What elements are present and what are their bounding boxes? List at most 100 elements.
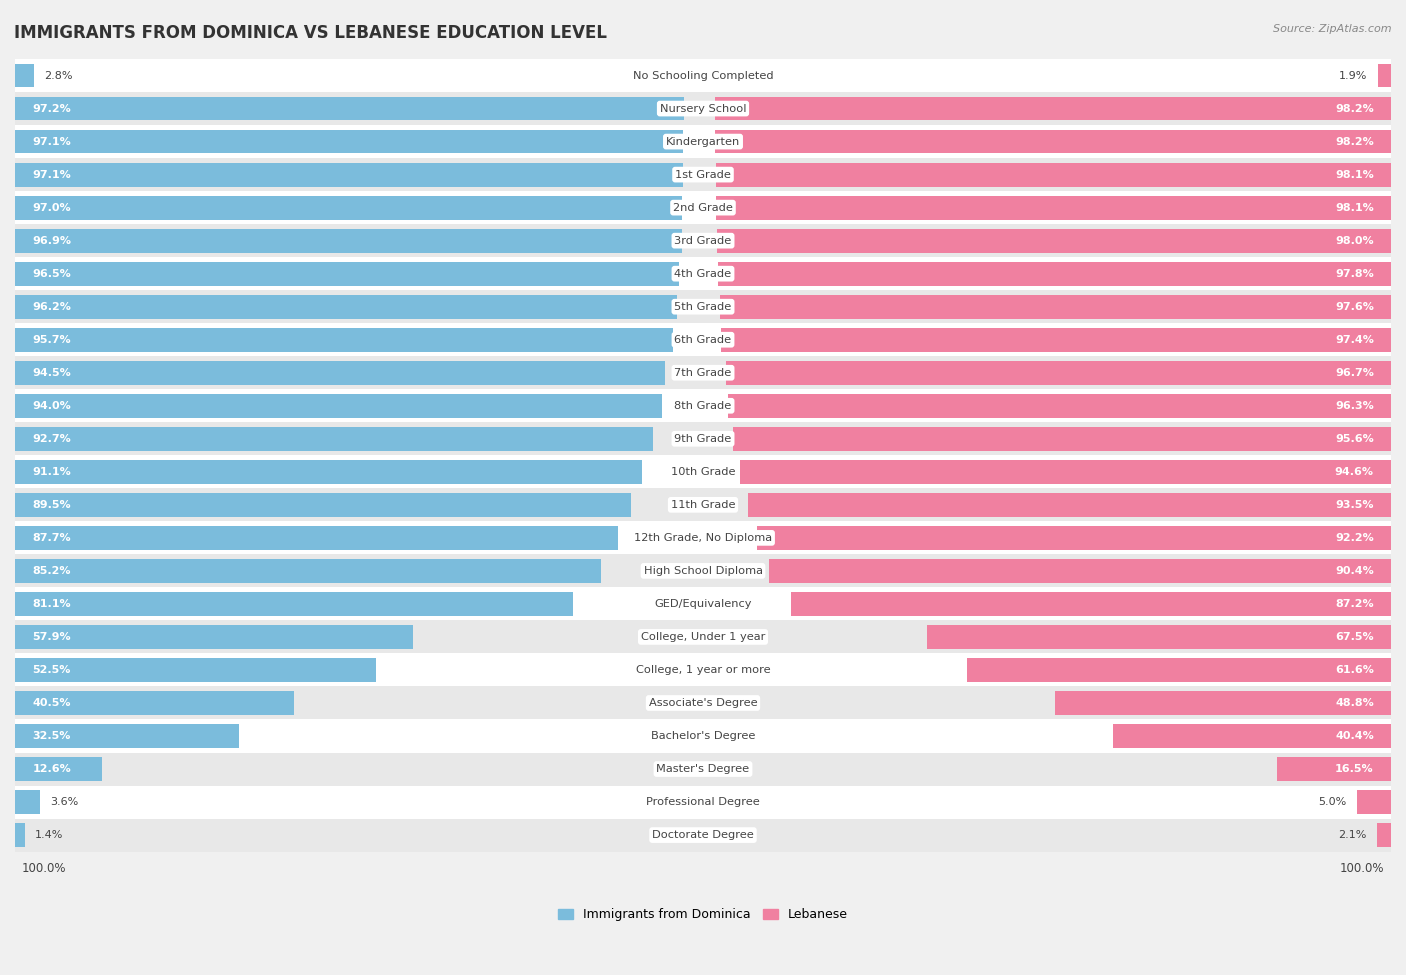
- Text: High School Diploma: High School Diploma: [644, 566, 762, 576]
- Bar: [15, 394, 662, 417]
- Text: 9th Grade: 9th Grade: [675, 434, 731, 444]
- Bar: [15, 294, 676, 319]
- Text: IMMIGRANTS FROM DOMINICA VS LEBANESE EDUCATION LEVEL: IMMIGRANTS FROM DOMINICA VS LEBANESE EDU…: [14, 24, 607, 42]
- Text: 2nd Grade: 2nd Grade: [673, 203, 733, 213]
- Text: 16.5%: 16.5%: [1336, 764, 1374, 774]
- Text: 12th Grade, No Diploma: 12th Grade, No Diploma: [634, 533, 772, 543]
- Bar: [15, 262, 679, 286]
- Bar: [769, 559, 1391, 583]
- Text: 3.6%: 3.6%: [51, 797, 79, 807]
- Text: 94.0%: 94.0%: [32, 401, 70, 410]
- Text: 40.5%: 40.5%: [32, 698, 70, 708]
- Bar: [15, 125, 1391, 158]
- Bar: [15, 196, 682, 219]
- Text: 92.7%: 92.7%: [32, 434, 70, 444]
- Bar: [1278, 758, 1391, 781]
- Text: 90.4%: 90.4%: [1336, 566, 1374, 576]
- Bar: [15, 224, 1391, 257]
- Text: 97.1%: 97.1%: [32, 136, 70, 146]
- Bar: [1357, 790, 1391, 814]
- Bar: [15, 422, 1391, 455]
- Bar: [716, 130, 1391, 153]
- Bar: [15, 790, 39, 814]
- Text: Source: ZipAtlas.com: Source: ZipAtlas.com: [1274, 24, 1392, 34]
- Text: No Schooling Completed: No Schooling Completed: [633, 70, 773, 81]
- Text: 89.5%: 89.5%: [32, 500, 70, 510]
- Text: 96.9%: 96.9%: [32, 236, 72, 246]
- Text: 95.7%: 95.7%: [32, 334, 70, 345]
- Bar: [15, 191, 1391, 224]
- Bar: [15, 559, 602, 583]
- Bar: [728, 394, 1391, 417]
- Bar: [756, 526, 1391, 550]
- Bar: [15, 163, 683, 186]
- Bar: [1056, 691, 1391, 715]
- Text: 11th Grade: 11th Grade: [671, 500, 735, 510]
- Text: 96.5%: 96.5%: [32, 269, 70, 279]
- Bar: [15, 625, 413, 648]
- Bar: [15, 522, 1391, 555]
- Text: 1.4%: 1.4%: [35, 830, 63, 840]
- Bar: [15, 691, 294, 715]
- Bar: [716, 196, 1391, 219]
- Text: 97.0%: 97.0%: [32, 203, 70, 213]
- Bar: [15, 658, 377, 682]
- Bar: [15, 526, 619, 550]
- Bar: [748, 493, 1391, 517]
- Bar: [15, 291, 1391, 324]
- Text: 97.1%: 97.1%: [32, 170, 70, 179]
- Bar: [792, 592, 1391, 616]
- Text: 4th Grade: 4th Grade: [675, 269, 731, 279]
- Text: 52.5%: 52.5%: [32, 665, 70, 675]
- Text: 98.2%: 98.2%: [1336, 136, 1374, 146]
- Bar: [725, 361, 1391, 385]
- Bar: [1376, 823, 1391, 847]
- Text: 48.8%: 48.8%: [1336, 698, 1374, 708]
- Text: 98.2%: 98.2%: [1336, 103, 1374, 113]
- Text: 96.3%: 96.3%: [1336, 401, 1374, 410]
- Text: 61.6%: 61.6%: [1334, 665, 1374, 675]
- Text: Nursery School: Nursery School: [659, 103, 747, 113]
- Bar: [740, 460, 1391, 484]
- Bar: [15, 92, 1391, 125]
- Text: 2.8%: 2.8%: [45, 70, 73, 81]
- Text: 6th Grade: 6th Grade: [675, 334, 731, 345]
- Text: 40.4%: 40.4%: [1336, 731, 1374, 741]
- Bar: [15, 229, 682, 253]
- Text: 100.0%: 100.0%: [1340, 862, 1384, 875]
- Bar: [716, 97, 1391, 121]
- Bar: [718, 262, 1391, 286]
- Bar: [15, 488, 1391, 522]
- Bar: [15, 455, 1391, 488]
- Bar: [15, 555, 1391, 587]
- Text: 57.9%: 57.9%: [32, 632, 70, 642]
- Text: 1.9%: 1.9%: [1340, 70, 1368, 81]
- Bar: [15, 620, 1391, 653]
- Text: 94.6%: 94.6%: [1334, 467, 1374, 477]
- Bar: [721, 328, 1391, 352]
- Text: 85.2%: 85.2%: [32, 566, 70, 576]
- Bar: [15, 158, 1391, 191]
- Text: 97.8%: 97.8%: [1336, 269, 1374, 279]
- Text: Bachelor's Degree: Bachelor's Degree: [651, 731, 755, 741]
- Text: 97.2%: 97.2%: [32, 103, 70, 113]
- Text: 7th Grade: 7th Grade: [675, 368, 731, 377]
- Text: 98.1%: 98.1%: [1336, 203, 1374, 213]
- Text: 98.0%: 98.0%: [1336, 236, 1374, 246]
- Bar: [15, 587, 1391, 620]
- Bar: [15, 592, 574, 616]
- Bar: [734, 427, 1391, 450]
- Text: 97.6%: 97.6%: [1334, 301, 1374, 312]
- Text: 94.5%: 94.5%: [32, 368, 70, 377]
- Bar: [15, 720, 1391, 753]
- Bar: [15, 686, 1391, 720]
- Text: 92.2%: 92.2%: [1336, 533, 1374, 543]
- Text: 3rd Grade: 3rd Grade: [675, 236, 731, 246]
- Text: Kindergarten: Kindergarten: [666, 136, 740, 146]
- Text: College, 1 year or more: College, 1 year or more: [636, 665, 770, 675]
- Text: 95.6%: 95.6%: [1336, 434, 1374, 444]
- Bar: [15, 493, 631, 517]
- Text: GED/Equivalency: GED/Equivalency: [654, 599, 752, 609]
- Bar: [720, 294, 1391, 319]
- Bar: [967, 658, 1391, 682]
